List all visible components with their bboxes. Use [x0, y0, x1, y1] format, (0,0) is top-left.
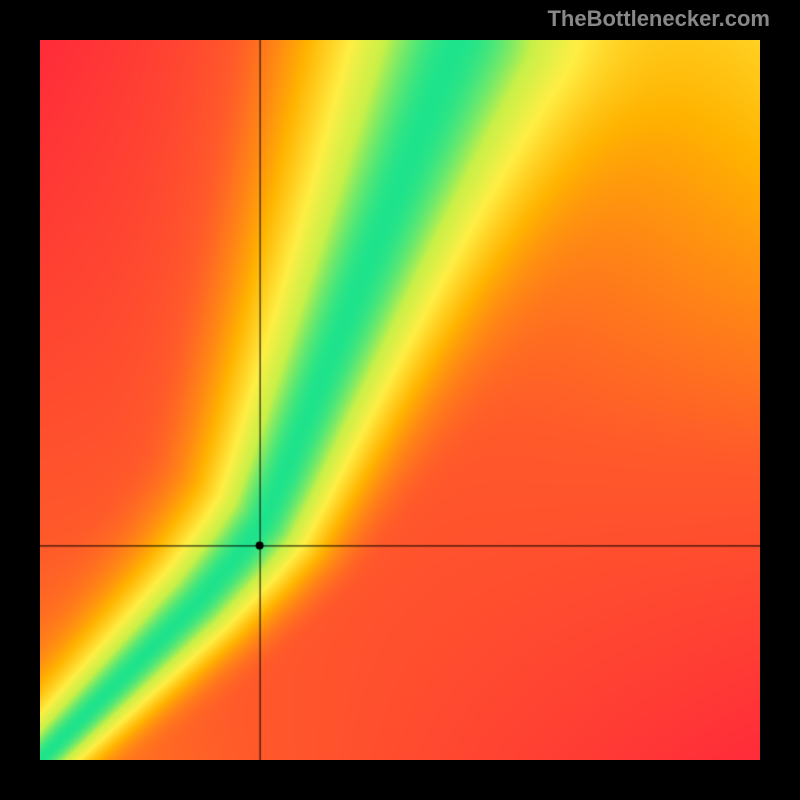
- heatmap-plot: [40, 40, 760, 760]
- chart-container: TheBottlenecker.com: [0, 0, 800, 800]
- heatmap-canvas: [40, 40, 760, 760]
- watermark-text: TheBottlenecker.com: [547, 6, 770, 32]
